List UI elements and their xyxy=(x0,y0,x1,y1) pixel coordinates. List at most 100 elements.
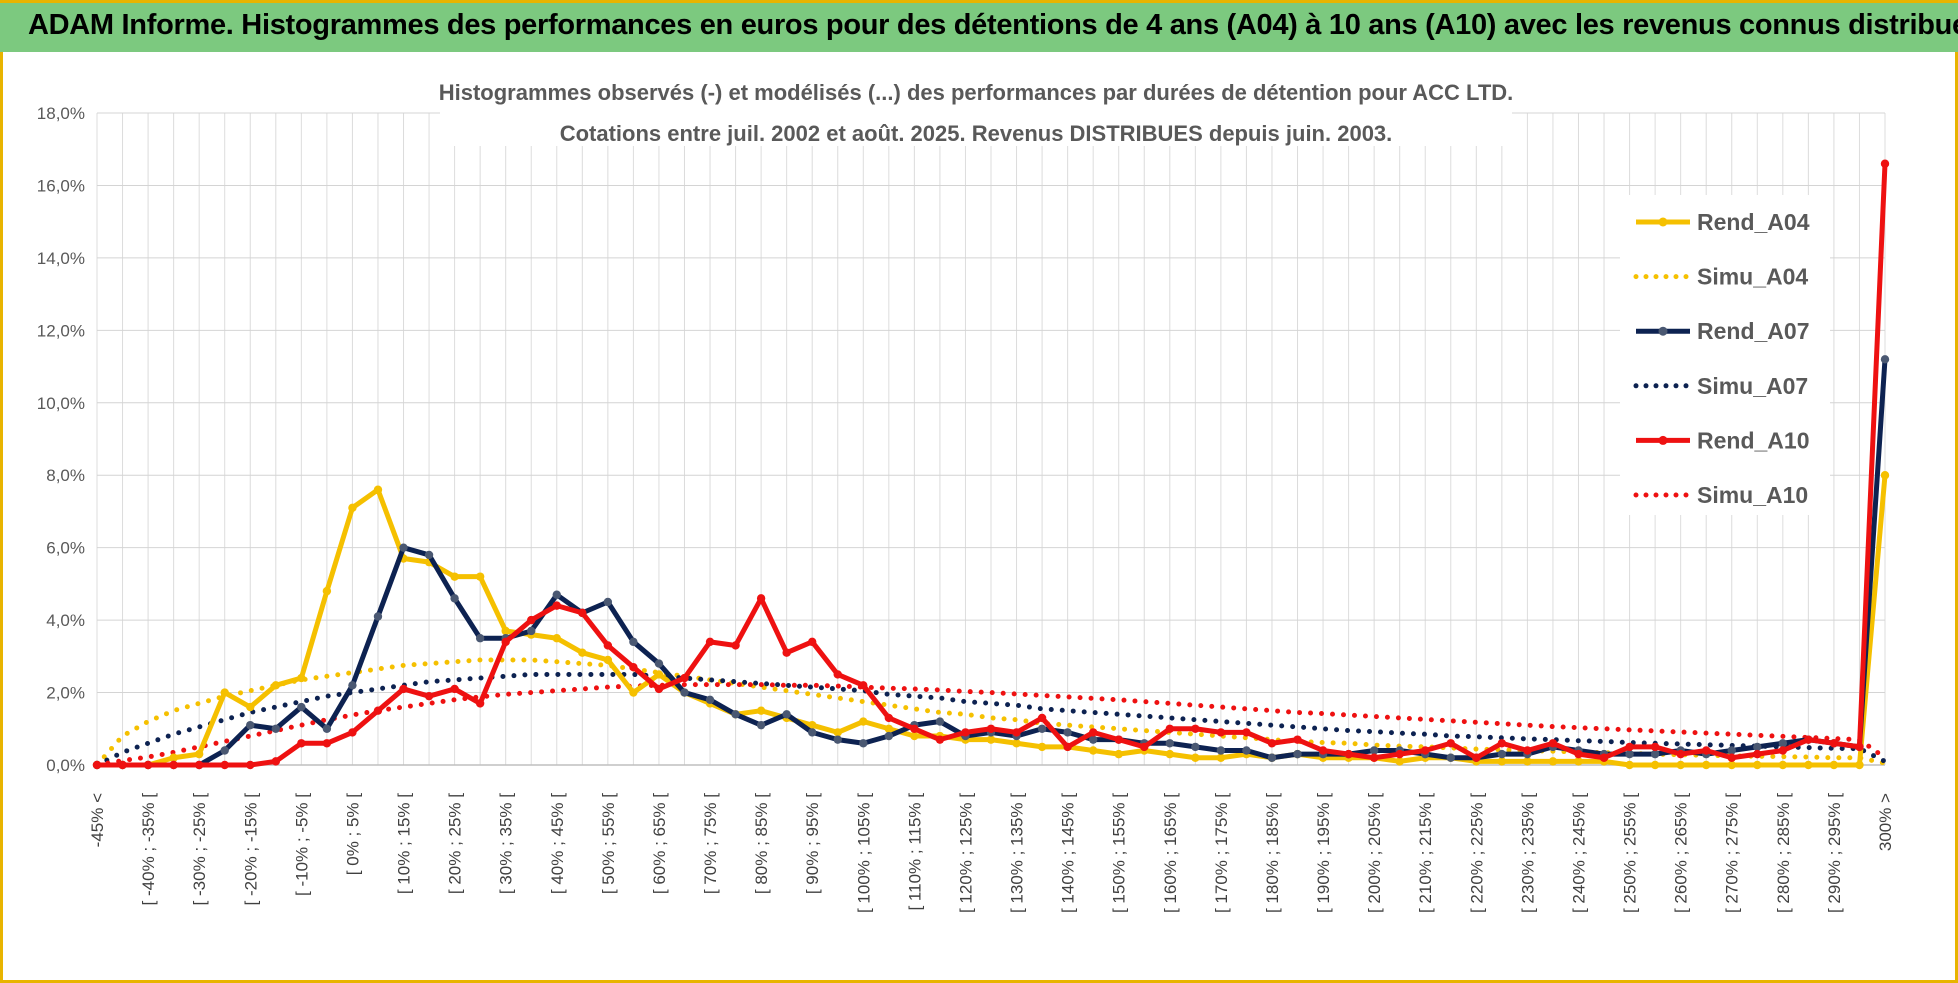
data-point-rend-a10 xyxy=(1753,749,1762,759)
data-point-rend-a10 xyxy=(603,641,613,650)
data-point-rend-a10 xyxy=(1804,735,1813,744)
x-tick-label: [ 200% ; 205% [ xyxy=(1365,793,1384,913)
data-point-rend-a10 xyxy=(1855,742,1864,752)
data-point-rend-a07 xyxy=(680,688,689,697)
data-point-rend-a07 xyxy=(935,717,945,726)
data-point-rend-a04 xyxy=(1574,757,1583,766)
data-point-rend-a04 xyxy=(271,681,280,690)
series-line-simu-a10 xyxy=(94,682,1888,768)
data-point-rend-a10 xyxy=(1088,728,1098,737)
data-point-rend-a04 xyxy=(450,572,459,581)
banner-title: ADAM Informe. Histogrammes des performan… xyxy=(28,9,1958,41)
data-point-rend-a10 xyxy=(1191,724,1200,733)
data-point-rend-a10 xyxy=(680,673,689,683)
legend-label-rend-a10: Rend_A10 xyxy=(1697,427,1809,453)
y-tick-label: 0,0% xyxy=(46,756,85,775)
data-point-rend-a04 xyxy=(552,634,561,643)
data-point-rend-a07 xyxy=(1446,753,1455,762)
x-tick-label: [ 140% ; 145% [ xyxy=(1059,793,1078,913)
data-point-rend-a07 xyxy=(756,720,766,730)
data-point-rend-a10 xyxy=(1344,749,1353,759)
x-tick-label: [ -40% ; -35% [ xyxy=(139,793,158,906)
chart-frame: 0,0% 2,0% 4,0% 6,0% 8,0% 10,0% 12,0% 14,0% 16,0%… xyxy=(0,52,1958,983)
x-tick-label: [ 80% ; 85% [ xyxy=(752,793,771,894)
data-point-rend-a07 xyxy=(654,659,664,668)
x-tick-label: [ 10% ; 15% [ xyxy=(395,793,414,894)
data-point-rend-a04 xyxy=(859,717,868,726)
data-point-rend-a04 xyxy=(475,572,485,581)
title-banner: ADAM Informe. Histogrammes des performan… xyxy=(0,0,1958,52)
x-tick-label: [ 30% ; 35% [ xyxy=(497,793,516,894)
data-point-rend-a04 xyxy=(1829,760,1839,770)
data-point-rend-a10 xyxy=(654,684,664,694)
data-point-rend-a10 xyxy=(1778,746,1788,755)
data-point-rend-a10 xyxy=(1267,739,1277,748)
data-point-rend-a04 xyxy=(1778,760,1788,770)
x-tick-label: 300% > xyxy=(1876,793,1895,851)
data-point-rend-a10 xyxy=(373,706,383,715)
data-point-rend-a07 xyxy=(629,637,638,647)
data-point-rend-a10 xyxy=(1216,728,1226,737)
x-tick-label: [ 70% ; 75% [ xyxy=(701,793,720,894)
data-point-rend-a10 xyxy=(859,681,868,690)
data-point-rend-a07 xyxy=(884,731,894,741)
data-point-rend-a07 xyxy=(475,634,485,643)
data-point-rend-a10 xyxy=(1880,159,1890,168)
data-point-rend-a10 xyxy=(1829,739,1839,748)
chart-title-line-1: Histogrammes observés (-) et modélisés (… xyxy=(439,80,1514,105)
data-point-rend-a07 xyxy=(1293,749,1302,759)
data-point-rend-a07 xyxy=(322,724,332,733)
data-point-rend-a10 xyxy=(1574,749,1583,759)
series-line-simu-a07 xyxy=(94,671,1888,768)
data-point-rend-a10 xyxy=(1369,753,1379,762)
data-point-rend-a07 xyxy=(1727,746,1736,755)
x-tick-label: [ 90% ; 95% [ xyxy=(803,793,822,894)
x-tick-label: [ 250% ; 255% [ xyxy=(1621,793,1640,913)
data-point-rend-a07 xyxy=(424,550,434,560)
x-tick-label: [ 0% ; 5% [ xyxy=(343,793,362,875)
x-tick-label: [ 220% ; 225% [ xyxy=(1467,793,1486,913)
x-tick-label: [ 210% ; 215% [ xyxy=(1416,793,1435,913)
data-point-rend-a04 xyxy=(348,503,357,513)
legend-label-simu-a07: Simu_A07 xyxy=(1697,373,1808,399)
data-point-rend-a04 xyxy=(833,728,842,737)
data-point-rend-a10 xyxy=(194,760,204,770)
data-point-rend-a04 xyxy=(1165,749,1175,759)
data-point-rend-a10 xyxy=(808,637,817,647)
data-point-rend-a10 xyxy=(629,663,638,672)
data-point-rend-a10 xyxy=(1676,749,1685,759)
data-point-rend-a04 xyxy=(1497,757,1507,766)
x-tick-label: [ 130% ; 135% [ xyxy=(1008,793,1027,913)
x-tick-label: [ 150% ; 155% [ xyxy=(1110,793,1129,913)
data-point-rend-a07 xyxy=(603,597,613,607)
data-point-rend-a04 xyxy=(1088,746,1098,755)
data-point-rend-a07 xyxy=(399,543,408,552)
data-point-rend-a07 xyxy=(782,710,791,719)
data-point-rend-a10 xyxy=(910,724,919,733)
data-point-rend-a10 xyxy=(782,648,791,657)
y-tick-label: 14,0% xyxy=(37,249,85,268)
data-point-rend-a04 xyxy=(1880,471,1890,480)
data-point-rend-a10 xyxy=(833,670,842,679)
y-tick-label: 2,0% xyxy=(46,684,85,703)
data-point-rend-a04 xyxy=(1191,753,1200,762)
data-point-rend-a10 xyxy=(1548,739,1558,748)
data-point-rend-a10 xyxy=(578,608,587,618)
x-tick-label: [ 270% ; 275% [ xyxy=(1723,793,1742,913)
x-tick-label: [ 50% ; 55% [ xyxy=(599,793,618,894)
data-point-rend-a10 xyxy=(1318,746,1328,755)
x-tick-label: [ 40% ; 45% [ xyxy=(548,793,567,894)
data-point-rend-a10 xyxy=(705,637,715,647)
legend-label-simu-a10: Simu_A10 xyxy=(1697,482,1808,508)
data-point-rend-a10 xyxy=(1446,739,1455,748)
data-point-rend-a07 xyxy=(1216,746,1226,755)
data-point-rend-a07 xyxy=(1778,739,1788,748)
data-point-rend-a07 xyxy=(1267,753,1277,762)
data-point-rend-a10 xyxy=(935,735,945,744)
data-point-rend-a07 xyxy=(859,739,868,748)
legend-marker-rend-a10 xyxy=(1658,435,1668,445)
data-point-rend-a07 xyxy=(1191,742,1200,752)
data-point-rend-a07 xyxy=(1088,735,1098,744)
y-tick-label: 6,0% xyxy=(46,539,85,558)
data-point-rend-a10 xyxy=(348,728,357,737)
